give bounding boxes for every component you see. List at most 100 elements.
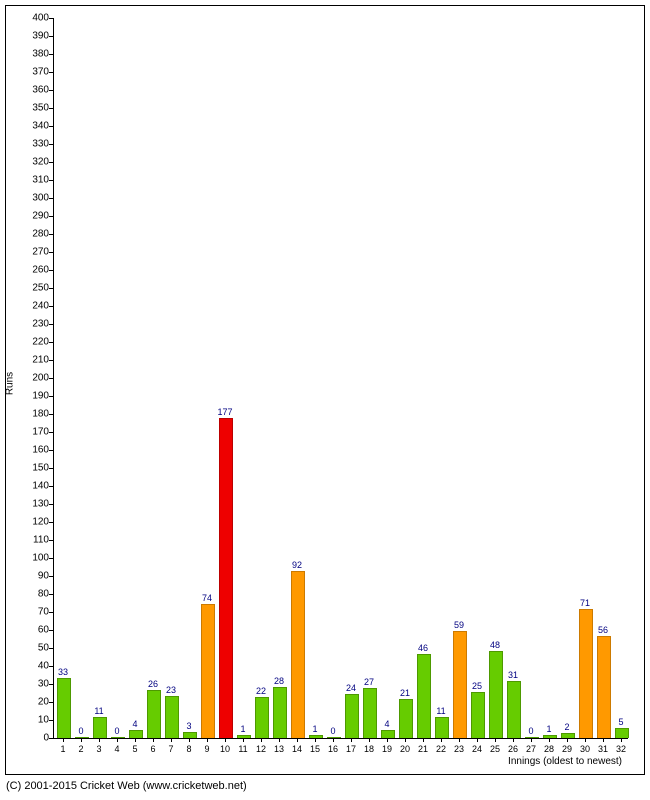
bar-value-label: 56 [598, 625, 608, 635]
bar-value-label: 3 [186, 721, 191, 731]
bar-value-label: 2 [564, 722, 569, 732]
y-tick-label: 320 [32, 157, 49, 168]
bar-value-label: 0 [528, 726, 533, 736]
y-tick [49, 54, 53, 55]
bar [219, 418, 233, 738]
y-tick-label: 10 [38, 715, 49, 726]
x-tick [189, 738, 190, 742]
y-tick-label: 290 [32, 211, 49, 222]
y-tick [49, 108, 53, 109]
y-tick [49, 468, 53, 469]
bar-value-label: 0 [330, 726, 335, 736]
bar-value-label: 4 [132, 719, 137, 729]
bar [489, 651, 503, 738]
bar [165, 696, 179, 738]
x-tick [585, 738, 586, 742]
chart-container: Runs Innings (oldest to newest) 33011042… [0, 0, 650, 800]
y-tick [49, 666, 53, 667]
bar [381, 730, 395, 738]
x-axis-line [53, 738, 628, 739]
y-tick [49, 144, 53, 145]
y-tick [49, 648, 53, 649]
x-tick [351, 738, 352, 742]
bar-value-label: 23 [166, 685, 176, 695]
x-tick-label: 31 [598, 744, 608, 754]
bar-value-label: 33 [58, 667, 68, 677]
y-tick-label: 170 [32, 427, 49, 438]
y-tick-label: 160 [32, 445, 49, 456]
bar-value-label: 24 [346, 683, 356, 693]
x-tick [513, 738, 514, 742]
x-tick [333, 738, 334, 742]
y-tick [49, 684, 53, 685]
x-tick [477, 738, 478, 742]
x-tick [225, 738, 226, 742]
bar-value-label: 92 [292, 560, 302, 570]
x-tick [153, 738, 154, 742]
y-tick [49, 252, 53, 253]
bar-value-label: 1 [312, 724, 317, 734]
y-tick-label: 190 [32, 391, 49, 402]
y-tick [49, 720, 53, 721]
x-tick [261, 738, 262, 742]
bar-value-label: 26 [148, 679, 158, 689]
bar [57, 678, 71, 738]
x-tick-label: 14 [292, 744, 302, 754]
y-tick-label: 100 [32, 553, 49, 564]
bar [111, 737, 125, 738]
x-tick-label: 18 [364, 744, 374, 754]
bar [471, 692, 485, 738]
x-tick-label: 28 [544, 744, 554, 754]
y-tick-label: 250 [32, 283, 49, 294]
x-tick-label: 30 [580, 744, 590, 754]
x-tick [603, 738, 604, 742]
x-tick-label: 22 [436, 744, 446, 754]
bar [579, 609, 593, 738]
x-tick-label: 17 [346, 744, 356, 754]
y-tick [49, 162, 53, 163]
x-tick [279, 738, 280, 742]
bar-value-label: 4 [384, 719, 389, 729]
bar [309, 735, 323, 738]
bar-value-label: 46 [418, 643, 428, 653]
x-tick-label: 15 [310, 744, 320, 754]
y-tick [49, 18, 53, 19]
x-tick-label: 4 [114, 744, 119, 754]
y-tick [49, 216, 53, 217]
y-tick-label: 0 [43, 733, 49, 744]
x-tick-label: 16 [328, 744, 338, 754]
y-tick [49, 288, 53, 289]
x-tick [243, 738, 244, 742]
y-tick [49, 396, 53, 397]
bar [129, 730, 143, 738]
bar-value-label: 11 [436, 706, 445, 716]
y-tick-label: 240 [32, 301, 49, 312]
bar-value-label: 5 [618, 717, 623, 727]
plot-area: 3301104262337417712228921024274214611592… [53, 18, 628, 738]
y-tick [49, 360, 53, 361]
x-tick-label: 10 [220, 744, 230, 754]
x-tick [387, 738, 388, 742]
x-tick-label: 25 [490, 744, 500, 754]
x-tick-label: 23 [454, 744, 464, 754]
x-tick [135, 738, 136, 742]
bar [615, 728, 629, 738]
bar-value-label: 1 [546, 724, 551, 734]
y-tick [49, 126, 53, 127]
y-tick [49, 630, 53, 631]
y-tick-label: 360 [32, 85, 49, 96]
y-tick [49, 576, 53, 577]
x-tick [81, 738, 82, 742]
bar [291, 571, 305, 738]
y-tick-label: 80 [38, 589, 49, 600]
x-tick-label: 13 [274, 744, 284, 754]
bar [183, 732, 197, 738]
x-axis-title: Innings (oldest to newest) [508, 756, 622, 767]
y-tick-label: 270 [32, 247, 49, 258]
bar [453, 631, 467, 738]
x-tick-label: 26 [508, 744, 518, 754]
y-tick-label: 150 [32, 463, 49, 474]
y-tick [49, 198, 53, 199]
y-tick-label: 120 [32, 517, 49, 528]
y-tick [49, 36, 53, 37]
